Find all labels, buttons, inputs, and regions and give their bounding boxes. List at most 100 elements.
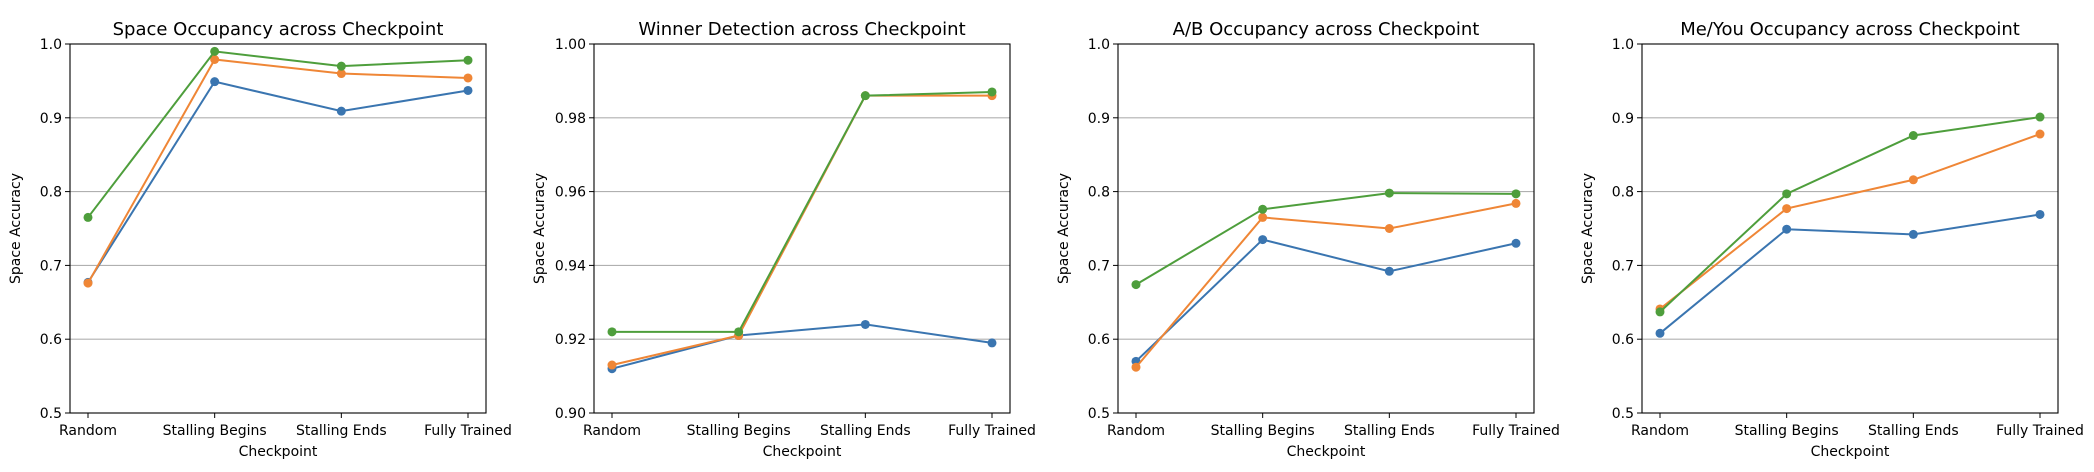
y-tick-label: 0.6	[1088, 332, 1110, 348]
y-tick-label: 0.5	[40, 406, 62, 422]
x-tick-label: Stalling Begins	[163, 423, 267, 439]
y-tick-label: 0.94	[555, 258, 586, 274]
x-tick-label: Stalling Begins	[687, 423, 791, 439]
y-axis-label: Space Accuracy	[1056, 173, 1072, 284]
y-tick-label: 1.0	[1088, 37, 1110, 53]
x-tick-label: Random	[583, 423, 641, 439]
x-tick-label: Fully Trained	[948, 423, 1036, 439]
data-point	[1908, 229, 1918, 239]
chart-title: Winner Detection across Checkpoint	[638, 19, 965, 40]
data-point	[210, 46, 220, 56]
x-tick-label: Random	[1631, 423, 1689, 439]
y-tick-label: 0.5	[1088, 406, 1110, 422]
x-axis-label: Checkpoint	[763, 444, 842, 460]
x-tick-label: Random	[1107, 423, 1165, 439]
chart-title: Space Occupancy across Checkpoint	[113, 19, 444, 40]
data-point	[336, 61, 346, 71]
data-point	[463, 85, 473, 95]
x-tick-label: Random	[59, 423, 117, 439]
y-tick-label: 0.98	[555, 111, 586, 127]
data-point	[607, 360, 617, 370]
y-tick-label: 0.9	[1612, 111, 1634, 127]
data-point	[1131, 362, 1141, 372]
series-line-3	[87, 50, 469, 219]
chart-panel-4: 0.5 0.6 0.7 0.8 0.9 1.0 Random Stalling Begins S…	[1580, 19, 2084, 460]
series-line-2	[1659, 133, 2041, 310]
y-tick-label: 0.8	[40, 185, 62, 201]
data-point	[210, 54, 220, 64]
plot-frame	[593, 43, 1011, 414]
data-point	[83, 212, 93, 222]
chart-panel-2: 0.90 0.92 0.94 0.96 0.98 1.00 Random Stalling B…	[532, 19, 1036, 460]
y-tick-label: 0.7	[1612, 258, 1634, 274]
data-point	[210, 77, 220, 87]
data-point	[1384, 266, 1394, 276]
data-point	[1258, 204, 1268, 214]
series-line-3	[1659, 116, 2041, 313]
data-point	[2035, 112, 2045, 122]
data-point	[987, 87, 997, 97]
x-tick-label: Fully Trained	[1996, 423, 2084, 439]
plot-frame	[1641, 43, 2059, 414]
y-tick-label: 0.92	[555, 332, 586, 348]
data-point	[1384, 188, 1394, 198]
x-tick-label: Stalling Ends	[820, 423, 911, 439]
data-point	[1655, 307, 1665, 317]
data-point	[336, 106, 346, 116]
y-tick-label: 0.9	[1088, 111, 1110, 127]
y-tick-label: 1.00	[555, 37, 586, 53]
data-point	[1782, 224, 1792, 234]
series-line-1	[1135, 238, 1517, 363]
data-point	[987, 338, 997, 348]
data-point	[463, 55, 473, 65]
y-tick-label: 0.8	[1088, 185, 1110, 201]
x-axis-label: Checkpoint	[1811, 444, 1890, 460]
y-tick-label: 0.5	[1612, 406, 1634, 422]
data-point	[1908, 131, 1918, 141]
data-point	[1511, 189, 1521, 199]
y-tick-label: 1.0	[40, 37, 62, 53]
y-tick-label: 0.9	[40, 111, 62, 127]
series-line-2	[1135, 202, 1517, 368]
data-point	[734, 327, 744, 337]
data-point	[1258, 212, 1268, 222]
data-point	[860, 91, 870, 101]
series-line-3	[612, 90, 993, 333]
series-line-2	[87, 58, 469, 284]
series-line-3	[1135, 192, 1517, 286]
data-point	[1258, 235, 1268, 245]
chart-title: Me/You Occupancy across Checkpoint	[1680, 19, 2020, 40]
data-point	[1511, 238, 1521, 248]
data-point	[1782, 189, 1792, 199]
data-point	[1655, 328, 1665, 338]
data-point	[1908, 175, 1918, 185]
x-tick-label: Fully Trained	[424, 423, 512, 439]
y-tick-label: 0.6	[40, 332, 62, 348]
x-axis-label: Checkpoint	[239, 444, 318, 460]
y-tick-label: 0.90	[555, 406, 586, 422]
x-tick-label: Stalling Ends	[1344, 423, 1435, 439]
chart-panel-3: 0.5 0.6 0.7 0.8 0.9 1.0 Random Stalling Begins S…	[1056, 19, 1560, 460]
series-line-1	[87, 80, 469, 283]
chart-title: A/B Occupancy across Checkpoint	[1173, 19, 1480, 40]
y-axis-label: Space Accuracy	[532, 173, 548, 284]
x-tick-label: Stalling Ends	[296, 423, 387, 439]
series-line-1	[611, 323, 993, 370]
data-point	[2035, 129, 2045, 139]
y-axis-label: Space Accuracy	[1580, 173, 1596, 284]
data-point	[607, 327, 617, 337]
y-tick-label: 0.8	[1612, 185, 1634, 201]
data-point	[336, 69, 346, 79]
plot-frame	[69, 43, 487, 414]
x-tick-label: Stalling Begins	[1735, 423, 1839, 439]
data-point	[83, 278, 93, 288]
data-point	[1782, 204, 1792, 214]
x-tick-label: Stalling Begins	[1211, 423, 1315, 439]
chart-panel-1: 0.5 0.6 0.7 0.8 0.9 1.0 Random Stalling Begins S…	[8, 19, 512, 460]
x-tick-label: Fully Trained	[1472, 423, 1560, 439]
y-axis-label: Space Accuracy	[8, 173, 24, 284]
y-tick-label: 0.7	[40, 258, 62, 274]
series-line-2	[611, 94, 992, 367]
data-point	[463, 73, 473, 83]
